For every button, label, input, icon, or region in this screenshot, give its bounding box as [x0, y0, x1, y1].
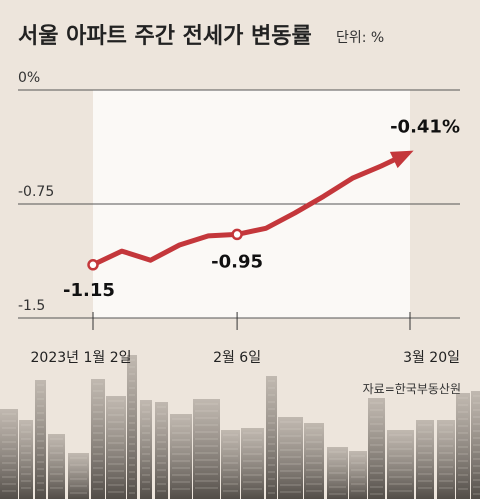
building-shape: [19, 420, 33, 499]
building-shape: [170, 414, 192, 499]
series-line: [90, 154, 404, 268]
building-shape: [155, 402, 168, 499]
unit-label: 단위: %: [336, 30, 384, 46]
building-shape: [48, 434, 65, 499]
series-arrowhead: [389, 150, 414, 169]
x-tick-label: 2월 6일: [213, 350, 261, 366]
building-shape: [140, 400, 152, 499]
building-shape: [278, 417, 303, 499]
building-shape: [68, 453, 89, 499]
building-shape: [127, 355, 137, 499]
x-tick-label: 3월 20일: [403, 350, 460, 366]
data-point-marker: [231, 228, 243, 241]
building-shape: [241, 428, 264, 499]
y-tick-label: 0%: [18, 70, 40, 86]
data-label: -1.15: [63, 280, 115, 301]
grid-lines: [18, 89, 460, 319]
building-shape: [471, 391, 480, 499]
building-shape: [193, 399, 220, 499]
building-shape: [387, 430, 414, 499]
source-label: 자료=한국부동산원: [363, 382, 461, 396]
building-shape: [349, 451, 367, 499]
y-tick-label: -1.5: [18, 298, 45, 314]
data-point-marker: [87, 259, 99, 271]
building-shape: [0, 409, 18, 499]
building-shape: [368, 398, 385, 499]
building-shape: [35, 380, 46, 499]
y-axis: 0% -0.75 -1.5: [18, 70, 54, 314]
series-group: [87, 150, 414, 271]
x-axis: 2023년 1월 2일 2월 6일 3월 20일: [31, 312, 460, 366]
chart-title: 서울 아파트 주간 전세가 변동률: [18, 24, 312, 49]
building-shape: [221, 430, 240, 499]
building-shape: [106, 396, 126, 499]
x-tick-label: 2023년 1월 2일: [31, 350, 132, 366]
building-shape: [266, 376, 277, 499]
city-skyline-image: [0, 355, 480, 499]
data-label: -0.41%: [390, 116, 460, 137]
building-shape: [91, 379, 105, 499]
data-label: -0.95: [211, 251, 263, 272]
building-shape: [456, 393, 470, 499]
y-tick-label: -0.75: [18, 184, 54, 200]
data-labels: -1.15 -0.95 -0.41%: [63, 116, 460, 300]
building-shape: [304, 423, 324, 499]
building-shape: [437, 420, 455, 499]
building-shape: [416, 420, 434, 499]
building-shape: [327, 447, 348, 499]
